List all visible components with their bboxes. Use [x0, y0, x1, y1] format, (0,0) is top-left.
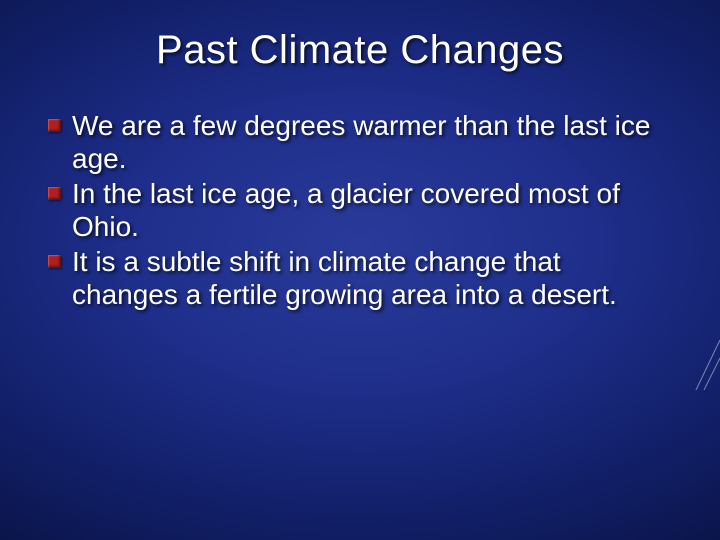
slide: Past Climate Changes We are a few degree…	[0, 0, 720, 540]
bullet-item: We are a few degrees warmer than the las…	[48, 109, 672, 175]
bullet-item: It is a subtle shift in climate change t…	[48, 245, 672, 311]
decor-lines-icon	[690, 330, 720, 390]
bullet-list: We are a few degrees warmer than the las…	[48, 109, 672, 311]
slide-title: Past Climate Changes	[48, 28, 672, 73]
bullet-item: In the last ice age, a glacier covered m…	[48, 177, 672, 243]
